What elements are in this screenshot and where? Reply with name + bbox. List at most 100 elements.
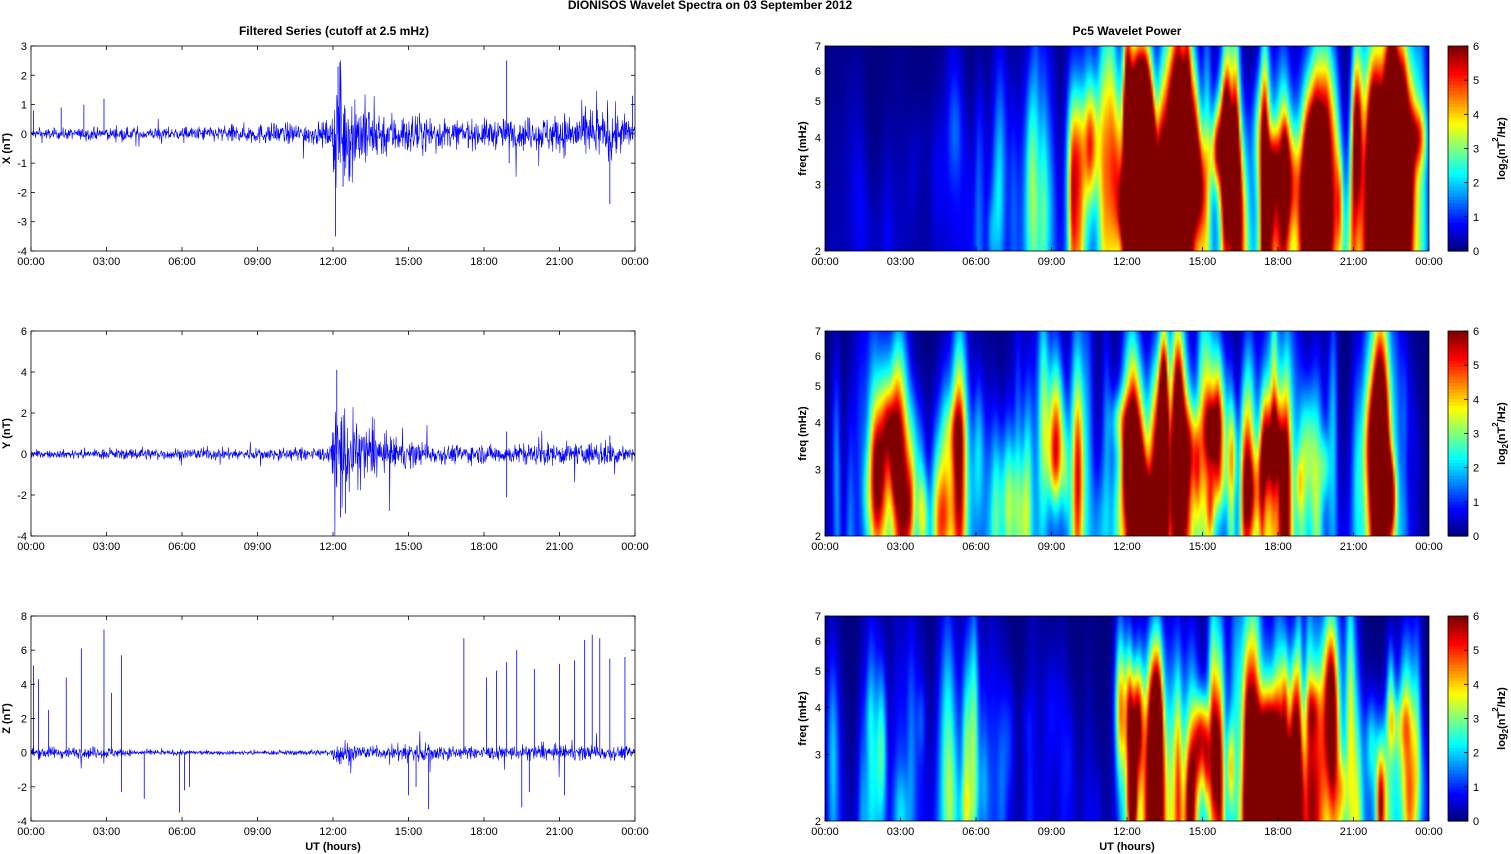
colorbar-step (1448, 148, 1468, 153)
colorbar-step (1448, 225, 1468, 230)
colorbar-step (1448, 126, 1468, 130)
colorbar-step (1448, 331, 1468, 335)
colorbar-tick-label: 0 (1473, 531, 1479, 543)
y-axis-label: freq (mHz) (797, 691, 809, 746)
colorbar-label: log2(nT2/Hz) (1491, 687, 1510, 750)
x-tick-label: 00:00 (621, 826, 649, 838)
colorbar-step (1448, 760, 1468, 764)
x-tick-label: 06:00 (962, 826, 990, 838)
colorbar-step (1448, 766, 1468, 771)
colorbar-step (1448, 122, 1468, 127)
colorbar-label-part: 2 (1491, 422, 1500, 427)
series-line (30, 60, 636, 188)
colorbar-label-part: /Hz) (1496, 687, 1508, 708)
y-tick-label: -2 (17, 782, 27, 794)
colorbar-step (1448, 699, 1468, 704)
colorbar-step (1448, 340, 1468, 345)
y-tick-label: 6 (815, 351, 821, 363)
y-axis-label: Y (nT) (1, 418, 13, 449)
colorbar-step (1448, 161, 1468, 166)
colorbar-step (1448, 644, 1468, 649)
y-tick-label: 0 (21, 449, 27, 461)
x-tick-label: 09:00 (1038, 826, 1066, 838)
x-tick-label: 03:00 (93, 256, 121, 268)
colorbar-tick-label: 1 (1473, 782, 1479, 794)
colorbar-step (1448, 170, 1468, 175)
left-column-title: Filtered Series (cutoff at 2.5 mHz) (239, 24, 429, 38)
colorbar-step (1448, 401, 1468, 406)
colorbar-step (1448, 792, 1468, 796)
colorbar-step (1448, 84, 1468, 89)
colorbar-step (1448, 154, 1468, 159)
colorbar-step (1448, 500, 1468, 505)
x-tick-label: 00:00 (811, 256, 839, 268)
colorbar-step (1448, 471, 1468, 476)
x-tick-label: 03:00 (887, 256, 915, 268)
colorbar-step (1448, 660, 1468, 665)
colorbar-step (1448, 747, 1468, 752)
y-tick-label: -4 (17, 816, 27, 828)
y-tick-label: 3 (21, 41, 27, 53)
x-tick-label: 15:00 (395, 256, 423, 268)
colorbar-step (1448, 113, 1468, 118)
x-tick-label: 06:00 (168, 826, 196, 838)
colorbar-label-part: 2 (1491, 137, 1500, 142)
colorbar-label: log2(nT2/Hz) (1491, 117, 1510, 180)
y-tick-label: 6 (815, 636, 821, 648)
colorbar-label-part: 2 (1491, 707, 1500, 712)
colorbar-step (1448, 651, 1468, 656)
colorbar-tick-label: 4 (1473, 109, 1479, 121)
colorbar-step (1448, 667, 1468, 672)
colorbar-tick-label: 1 (1473, 212, 1479, 224)
colorbar-step (1448, 145, 1468, 150)
colorbar-step (1448, 788, 1468, 793)
colorbar-step (1448, 625, 1468, 630)
x-tick-label: 00:00 (621, 256, 649, 268)
y-tick-label: 4 (21, 679, 27, 691)
wavelet-power-map (825, 331, 1429, 536)
y-tick-label: -2 (17, 187, 27, 199)
colorbar-step (1448, 443, 1468, 447)
colorbar-step (1448, 468, 1468, 473)
colorbar-step (1448, 81, 1468, 86)
colorbar-step (1448, 436, 1468, 441)
x-tick-label: 09:00 (244, 541, 272, 553)
colorbar-step (1448, 740, 1468, 745)
colorbar-step (1448, 142, 1468, 146)
colorbar-step (1448, 186, 1468, 191)
colorbar-step (1448, 132, 1468, 137)
x-tick-label: 12:00 (319, 826, 347, 838)
colorbar-step (1448, 779, 1468, 784)
colorbar-step (1448, 58, 1468, 63)
colorbar-step (1448, 804, 1468, 809)
x-tick-label: 09:00 (244, 826, 272, 838)
colorbar-tick-label: 1 (1473, 497, 1479, 509)
colorbar-step (1448, 462, 1468, 467)
colorbar-step (1448, 519, 1468, 524)
x-tick-label: 00:00 (811, 826, 839, 838)
colorbar-step (1448, 484, 1468, 489)
colorbar-step (1448, 452, 1468, 457)
x-tick-label: 00:00 (17, 256, 45, 268)
colorbar-step (1448, 513, 1468, 518)
colorbar-step (1448, 334, 1468, 339)
colorbar-step (1448, 100, 1468, 105)
colorbar-step (1448, 744, 1468, 748)
colorbar-step (1448, 769, 1468, 774)
colorbar-step (1448, 801, 1468, 806)
colorbar-step (1448, 177, 1468, 182)
colorbar-step (1448, 510, 1468, 515)
x-tick-label: 00:00 (17, 541, 45, 553)
colorbar-step (1448, 94, 1468, 98)
y-tick-label: 1 (21, 100, 27, 112)
colorbar-tick-label: 6 (1473, 326, 1479, 338)
colorbar-step (1448, 487, 1468, 492)
colorbar-step (1448, 343, 1468, 348)
colorbar-label-part: /Hz) (1496, 402, 1508, 423)
colorbar-step (1448, 808, 1468, 812)
y-tick-label: -3 (17, 217, 27, 229)
colorbar-step (1448, 734, 1468, 739)
